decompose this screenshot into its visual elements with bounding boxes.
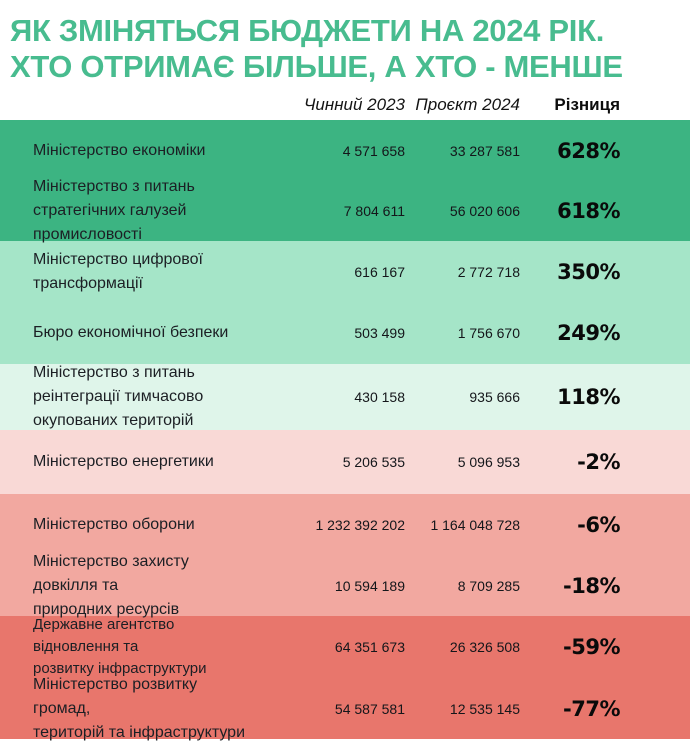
value-2024: 5 096 953 bbox=[457, 454, 520, 470]
value-2024: 12 535 145 bbox=[449, 700, 520, 717]
value-2024: 1 164 048 728 bbox=[430, 516, 520, 533]
ministry-name: Державне агентство відновлення та розвит… bbox=[33, 616, 207, 677]
diff-percent: 350% bbox=[557, 259, 620, 284]
value-2023: 7 804 611 bbox=[343, 203, 405, 219]
table-row: Міністерство розвитку громад, територій … bbox=[0, 676, 690, 741]
diff-percent: -77% bbox=[563, 696, 620, 721]
value-2023: 10 594 189 bbox=[334, 577, 405, 594]
diff-percent: 618% bbox=[557, 199, 620, 223]
table-row: Державне агентство відновлення та розвит… bbox=[0, 616, 690, 678]
diff-percent: -6% bbox=[577, 512, 620, 537]
column-header-2023: Чинний 2023 bbox=[303, 95, 405, 114]
ministry-name: Міністерство оборони bbox=[33, 515, 195, 533]
diff-percent: -59% bbox=[563, 635, 620, 659]
ministry-name: Міністерство розвитку громад, територій … bbox=[33, 675, 245, 741]
ministry-name: Міністерство економіки bbox=[33, 141, 206, 159]
ministry-name: Міністерство з питань реінтеграції тимча… bbox=[33, 364, 204, 429]
column-header-2024: Проєкт 2024 bbox=[415, 95, 520, 114]
value-2023: 1 232 392 202 bbox=[315, 516, 405, 533]
value-2024: 935 666 bbox=[469, 389, 520, 405]
page-title-line2: ХТО ОТРИМАЄ БІЛЬШЕ, А ХТО - МЕНШЕ bbox=[10, 49, 623, 84]
diff-percent: 118% bbox=[557, 385, 620, 409]
diff-percent: -2% bbox=[577, 450, 620, 474]
value-2023: 503 499 bbox=[354, 325, 405, 341]
value-2024: 33 287 581 bbox=[449, 142, 520, 159]
diff-percent: 249% bbox=[557, 321, 620, 345]
table-row: Міністерство з питань стратегічних галуз… bbox=[0, 178, 690, 243]
value-2023: 5 206 535 bbox=[342, 454, 405, 470]
table-row: Міністерство оборони 1 232 392 202 1 164… bbox=[0, 494, 690, 555]
value-2024: 8 709 285 bbox=[457, 577, 520, 594]
value-2023: 4 571 658 bbox=[342, 142, 405, 159]
table-row: Міністерство енергетики 5 206 535 5 096 … bbox=[0, 430, 690, 494]
ministry-name: Міністерство енергетики bbox=[33, 453, 214, 470]
table-row: Міністерство економіки 4 571 658 33 287 … bbox=[0, 120, 690, 181]
column-header-diff: Різниця bbox=[554, 95, 620, 114]
value-2023: 54 587 581 bbox=[334, 700, 405, 717]
table-row: Міністерство з питань реінтеграції тимча… bbox=[0, 364, 690, 430]
budget-table: Міністерство економіки 4 571 658 33 287 … bbox=[0, 120, 690, 741]
value-2024: 56 020 606 bbox=[449, 203, 520, 219]
table-row: Бюро економічної безпеки 503 499 1 756 6… bbox=[0, 302, 690, 364]
table-row: Міністерство цифрової трансформації 616 … bbox=[0, 241, 690, 302]
diff-percent: 628% bbox=[557, 138, 620, 163]
diff-percent: -18% bbox=[563, 573, 620, 598]
table-header: Чинний 2023 Проєкт 2024 Різниця bbox=[0, 85, 690, 120]
value-2024: 26 326 508 bbox=[449, 639, 520, 655]
page-title: ЯК ЗМІНЯТЬСЯ БЮДЖЕТИ НА 2024 РІК. ХТО ОТР… bbox=[0, 0, 690, 85]
ministry-name: Бюро економічної безпеки bbox=[33, 324, 229, 341]
ministry-name: Міністерство цифрової трансформації bbox=[33, 250, 203, 292]
value-2024: 2 772 718 bbox=[457, 263, 520, 280]
value-2023: 430 158 bbox=[354, 389, 405, 405]
ministry-name: Міністерство захисту довкілля та природн… bbox=[33, 552, 189, 618]
table-row: Міністерство захисту довкілля та природн… bbox=[0, 553, 690, 618]
value-2024: 1 756 670 bbox=[457, 325, 520, 341]
ministry-name: Міністерство з питань стратегічних галуз… bbox=[33, 178, 195, 243]
value-2023: 64 351 673 bbox=[334, 639, 405, 655]
page-title-line1: ЯК ЗМІНЯТЬСЯ БЮДЖЕТИ НА 2024 РІК. bbox=[10, 13, 605, 48]
value-2023: 616 167 bbox=[354, 263, 405, 280]
